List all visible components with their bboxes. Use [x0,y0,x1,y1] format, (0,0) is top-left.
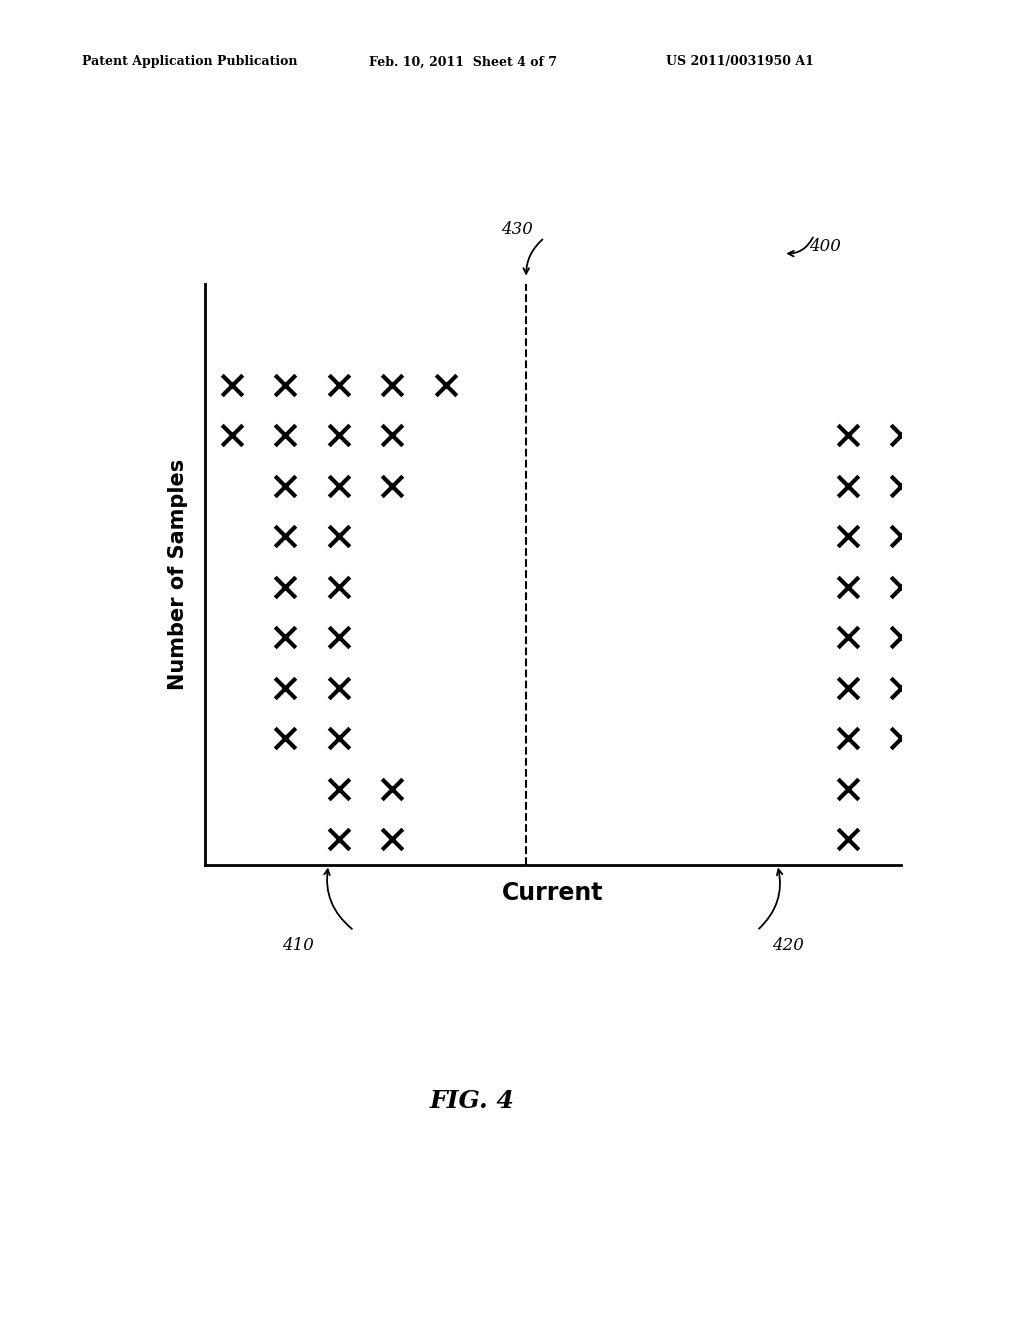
Point [840,627,856,648]
Text: Patent Application Publication: Patent Application Publication [82,55,297,69]
Point [893,627,909,648]
Point [946,425,963,446]
Point [1000,577,1017,598]
Point [331,829,347,850]
Point [946,627,963,648]
Point [276,425,293,446]
Point [384,425,400,446]
Point [1000,425,1017,446]
Point [331,475,347,496]
Point [331,627,347,648]
Point [331,779,347,800]
Point [276,727,293,748]
Point [1000,525,1017,546]
Point [331,425,347,446]
Text: 400: 400 [809,238,841,255]
Point [840,727,856,748]
Point [276,375,293,396]
Point [893,525,909,546]
Point [331,677,347,698]
Point [840,525,856,546]
Point [223,425,240,446]
Point [893,425,909,446]
Point [1000,475,1017,496]
Text: 410: 410 [283,937,314,954]
Point [946,475,963,496]
Point [384,829,400,850]
Point [331,727,347,748]
Point [384,475,400,496]
X-axis label: Current: Current [502,882,604,906]
Text: FIG. 4: FIG. 4 [430,1089,515,1113]
Text: Feb. 10, 2011  Sheet 4 of 7: Feb. 10, 2011 Sheet 4 of 7 [369,55,557,69]
Point [840,779,856,800]
Point [946,525,963,546]
Point [331,375,347,396]
Point [331,577,347,598]
Text: 420: 420 [772,937,804,954]
Point [276,525,293,546]
Y-axis label: Number of Samples: Number of Samples [168,458,188,690]
Point [384,779,400,800]
Point [223,375,240,396]
Point [893,475,909,496]
Point [437,375,454,396]
Point [893,727,909,748]
Point [276,627,293,648]
Point [276,475,293,496]
Text: US 2011/0031950 A1: US 2011/0031950 A1 [666,55,813,69]
Point [331,525,347,546]
Point [840,577,856,598]
Point [840,425,856,446]
Text: 430: 430 [501,220,532,238]
Point [276,677,293,698]
Point [946,577,963,598]
Point [840,475,856,496]
Point [893,577,909,598]
Point [384,375,400,396]
Point [840,677,856,698]
Point [276,577,293,598]
Point [893,677,909,698]
Point [840,829,856,850]
